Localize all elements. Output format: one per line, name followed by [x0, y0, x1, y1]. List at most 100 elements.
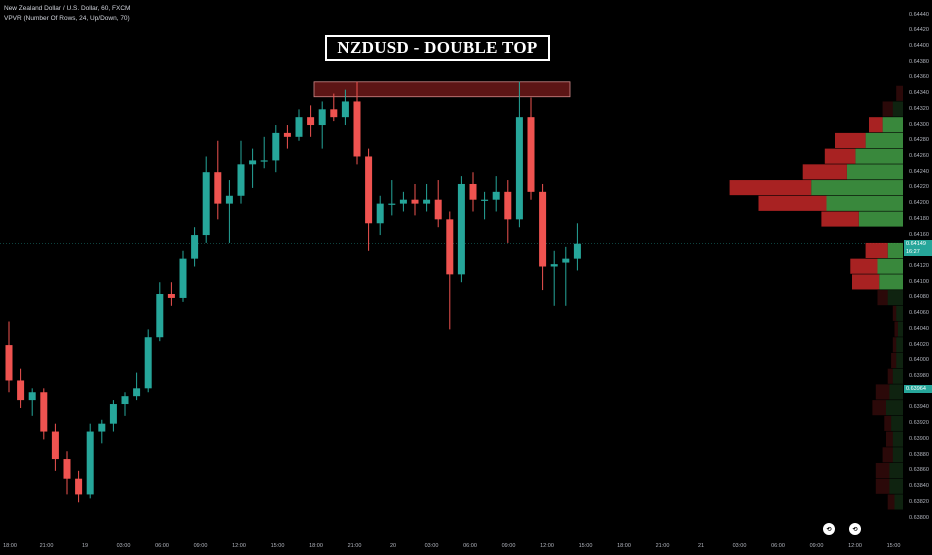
volume-profile-up-bar [826, 195, 903, 211]
volume-profile-up-bar [896, 305, 903, 321]
time-tick-label: 09:00 [809, 543, 824, 549]
price-tick-label: 0.64300 [909, 121, 929, 128]
volume-profile-up-bar [887, 290, 903, 306]
volume-profile-down-bar [875, 462, 890, 479]
price-tick-label: 0.63880 [909, 451, 929, 458]
price-tick-label: 0.64320 [909, 105, 929, 112]
volume-profile-down-bar [729, 180, 812, 196]
volume-profile-up-bar [897, 321, 903, 337]
volume-profile-up-bar [877, 258, 903, 274]
volume-profile-up-bar [879, 274, 903, 290]
candle-body [156, 294, 164, 338]
candle-body [133, 388, 141, 397]
price-tick-label: 0.64200 [909, 200, 929, 207]
price-tick-label: 0.64160 [909, 231, 929, 238]
time-tick-label: 09:00 [193, 543, 208, 549]
volume-profile-down-bar [887, 494, 895, 510]
candle-body [341, 101, 349, 118]
volume-profile-down-bar [824, 148, 856, 164]
time-axis[interactable]: 18:00 21:00 19 03:00 06:00 09:00 12:00 15:00 18:… [0, 538, 903, 550]
candle-body [318, 109, 326, 126]
time-tick-label: 21:00 [347, 543, 362, 549]
candle-body [17, 380, 25, 401]
candle-body [446, 219, 454, 275]
volume-profile-down-bar [869, 117, 883, 133]
candle-body [573, 243, 581, 259]
price-tick-label: 0.63860 [909, 467, 929, 474]
candle-body [481, 199, 489, 201]
volume-profile-down-bar [865, 242, 888, 259]
time-tick-label: 18:00 [617, 543, 631, 549]
volume-profile-up-bar [865, 132, 903, 148]
candle-body [504, 191, 512, 220]
volume-profile-down-bar [894, 321, 898, 337]
current-price-label: 0.64149 [904, 239, 932, 248]
candle-body [179, 258, 187, 298]
time-tick-label: 18:00 [3, 543, 17, 549]
volume-profile-up-bar [858, 211, 903, 227]
time-tick-label: 09:00 [501, 543, 516, 549]
candle-body [550, 264, 558, 267]
candle-body [237, 164, 245, 196]
symbol-legend[interactable]: New Zealand Dollar / U.S. Dollar, 60, FX… [4, 5, 131, 12]
candle-body [562, 258, 570, 263]
volume-profile-up-bar [892, 431, 903, 447]
volume-profile-down-bar [872, 400, 886, 416]
candle-body [40, 392, 48, 432]
volume-profile-up-bar [811, 180, 903, 196]
countdown-label: 16:27 [904, 247, 932, 256]
price-tick-label: 0.64080 [909, 294, 929, 301]
candle-body [272, 132, 280, 161]
volume-profile-down-bar [892, 337, 897, 353]
volume-profile-up-bar [891, 415, 903, 431]
volume-profile-down-bar [882, 447, 893, 463]
price-tick-label: 0.63840 [909, 483, 929, 490]
time-tick-label: 03:00 [424, 543, 439, 549]
candle-body [144, 337, 152, 389]
volume-profile-down-bar [882, 101, 893, 117]
candle-body [399, 199, 407, 204]
volume-profile-up-bar [882, 117, 903, 133]
candle-body [225, 195, 233, 204]
volume-profile-down-bar [802, 164, 847, 180]
price-tick-label: 0.64240 [909, 168, 929, 175]
volume-profile-up-bar [896, 352, 903, 369]
chart-title-annotation[interactable]: NZDUSD - DOUBLE TOP [325, 35, 550, 61]
volume-profile-down-bar [875, 478, 890, 494]
price-tick-label: 0.63920 [909, 420, 929, 427]
candle-body [527, 117, 535, 192]
indicator-legend[interactable]: VPVR (Number Of Rows, 24, Up/Down, 70) [4, 15, 130, 22]
candle-body [214, 172, 222, 204]
candle-body [109, 404, 117, 424]
candle-body [411, 199, 419, 204]
volume-profile-up-bar [889, 462, 903, 479]
price-tick-label: 0.64000 [909, 357, 929, 364]
volume-profile-up-bar [855, 148, 903, 164]
time-tick-label: 12:00 [540, 543, 554, 549]
price-tick-label: 0.64020 [909, 341, 929, 348]
price-tick-label: 0.64360 [909, 74, 929, 81]
price-axis[interactable]: 0.64440 0.64420 0.64400 0.64380 0.64360 0.643… [903, 0, 932, 550]
candle-body [330, 109, 338, 118]
price-tick-label: 0.64120 [909, 263, 929, 269]
price-tick-label: 0.64180 [909, 215, 929, 222]
candle-body [202, 172, 210, 236]
tradingview-logo-icon[interactable]: ⟲ [849, 523, 861, 535]
tradingview-logo-icon[interactable]: ⟲ [823, 523, 835, 535]
candle-body [283, 132, 291, 137]
volume-profile-down-bar [758, 195, 827, 211]
volume-profile-down-bar [886, 431, 893, 447]
candle-body [191, 235, 199, 259]
time-tick-label: 15:00 [886, 543, 901, 549]
candle-body [515, 117, 523, 220]
candle-body [249, 160, 257, 165]
volume-profile-up-bar [889, 384, 903, 400]
volume-profile-up-bar [894, 494, 903, 510]
time-tick-label: 21 [697, 543, 705, 549]
marked-price-label: 0.63964 [904, 385, 932, 394]
volume-profile-down-bar [887, 368, 893, 384]
volume-profile-down-bar [892, 305, 897, 321]
price-tick-label: 0.64280 [909, 137, 929, 144]
